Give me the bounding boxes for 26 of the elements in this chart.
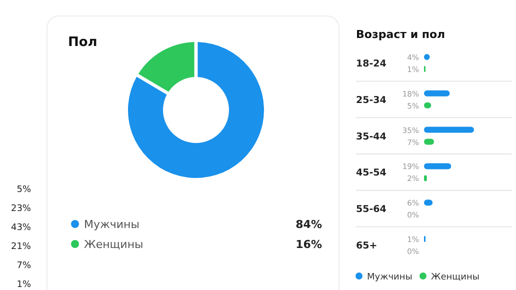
legend-label: Женщины bbox=[84, 238, 144, 251]
text: 7% bbox=[16, 261, 32, 271]
text: 1% bbox=[16, 280, 32, 290]
donut-slice bbox=[128, 42, 264, 178]
bar bbox=[424, 175, 427, 182]
y-tick-label: 25-34 bbox=[356, 94, 387, 106]
y-tick-label: 55-64 bbox=[356, 204, 387, 216]
data-label: 16% bbox=[296, 238, 322, 251]
legend-label: Мужчины bbox=[84, 218, 140, 231]
donut-slice bbox=[138, 42, 194, 92]
bar bbox=[424, 90, 450, 96]
legend-label: Женщины bbox=[431, 272, 480, 282]
chart-title: Пол bbox=[68, 35, 98, 50]
data-label: 84% bbox=[296, 218, 322, 231]
bar bbox=[424, 126, 474, 133]
y-tick-label: 35-44 bbox=[356, 131, 387, 142]
chart-title: Возраст и пол bbox=[356, 28, 446, 41]
text: 5% bbox=[16, 185, 32, 195]
y-tick-label: 18-24 bbox=[356, 58, 387, 70]
y-tick-label: 65+ bbox=[356, 240, 378, 252]
text: 43% bbox=[10, 223, 32, 233]
y-tick-label: 45-54 bbox=[356, 168, 387, 179]
legend-label: Мужчины bbox=[367, 272, 412, 282]
text: 23% bbox=[10, 204, 32, 214]
bar bbox=[424, 163, 452, 170]
text: 21% bbox=[10, 242, 32, 252]
